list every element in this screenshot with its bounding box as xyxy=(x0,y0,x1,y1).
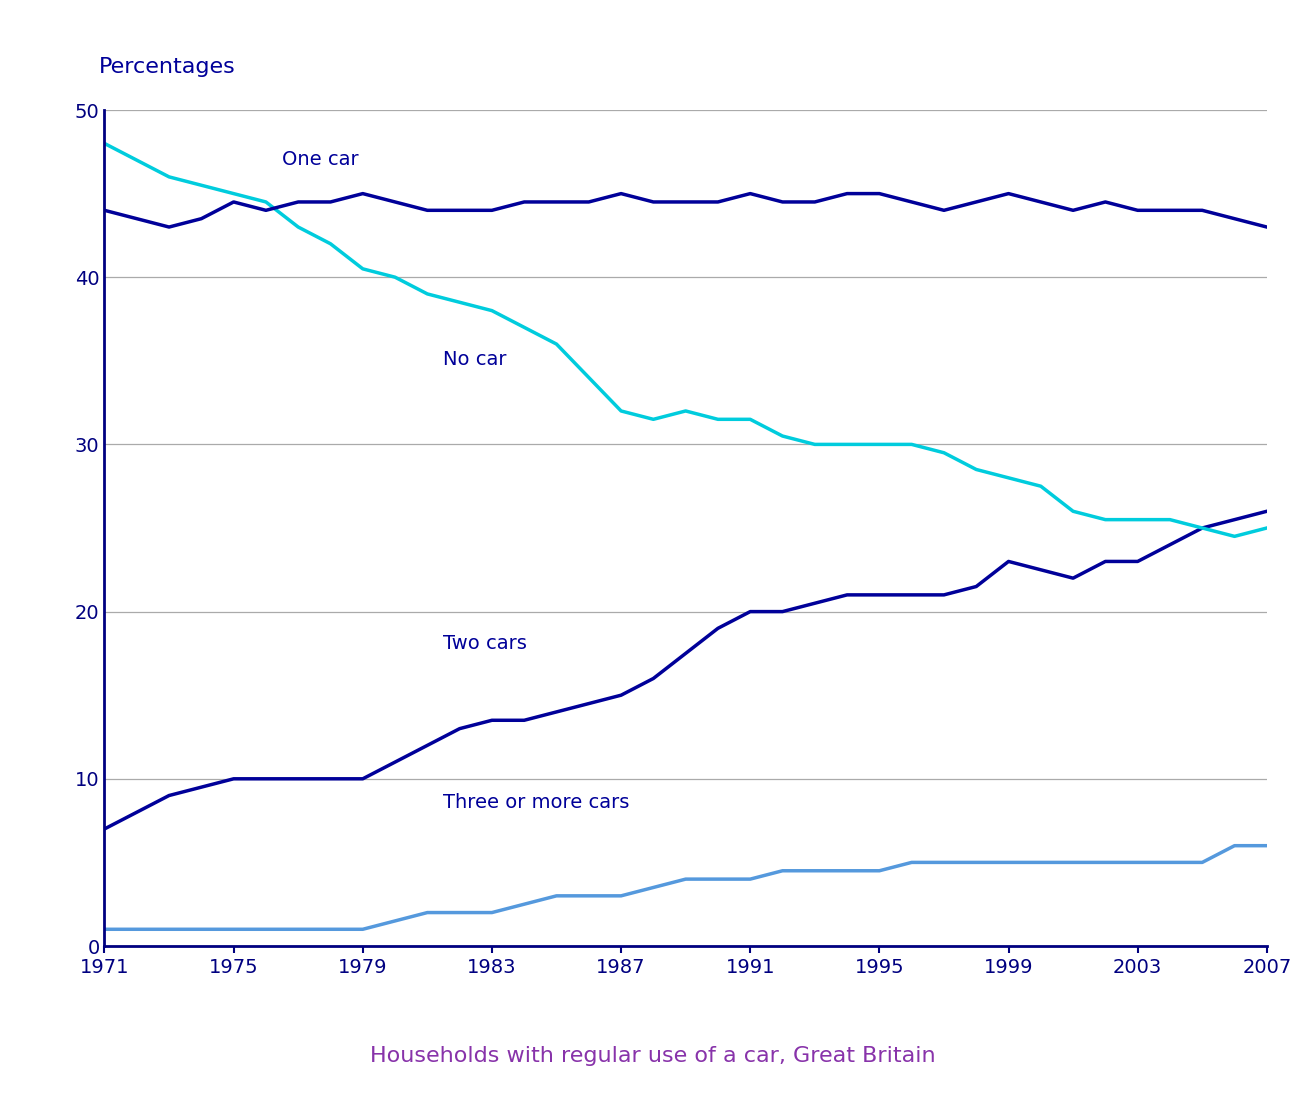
Text: Three or more cars: Three or more cars xyxy=(444,793,629,812)
Text: One car: One car xyxy=(282,150,359,168)
Text: Percentages: Percentages xyxy=(99,56,235,77)
Text: Households with regular use of a car, Great Britain: Households with regular use of a car, Gr… xyxy=(370,1046,936,1066)
Text: Two cars: Two cars xyxy=(444,635,528,653)
Text: No car: No car xyxy=(444,350,507,370)
